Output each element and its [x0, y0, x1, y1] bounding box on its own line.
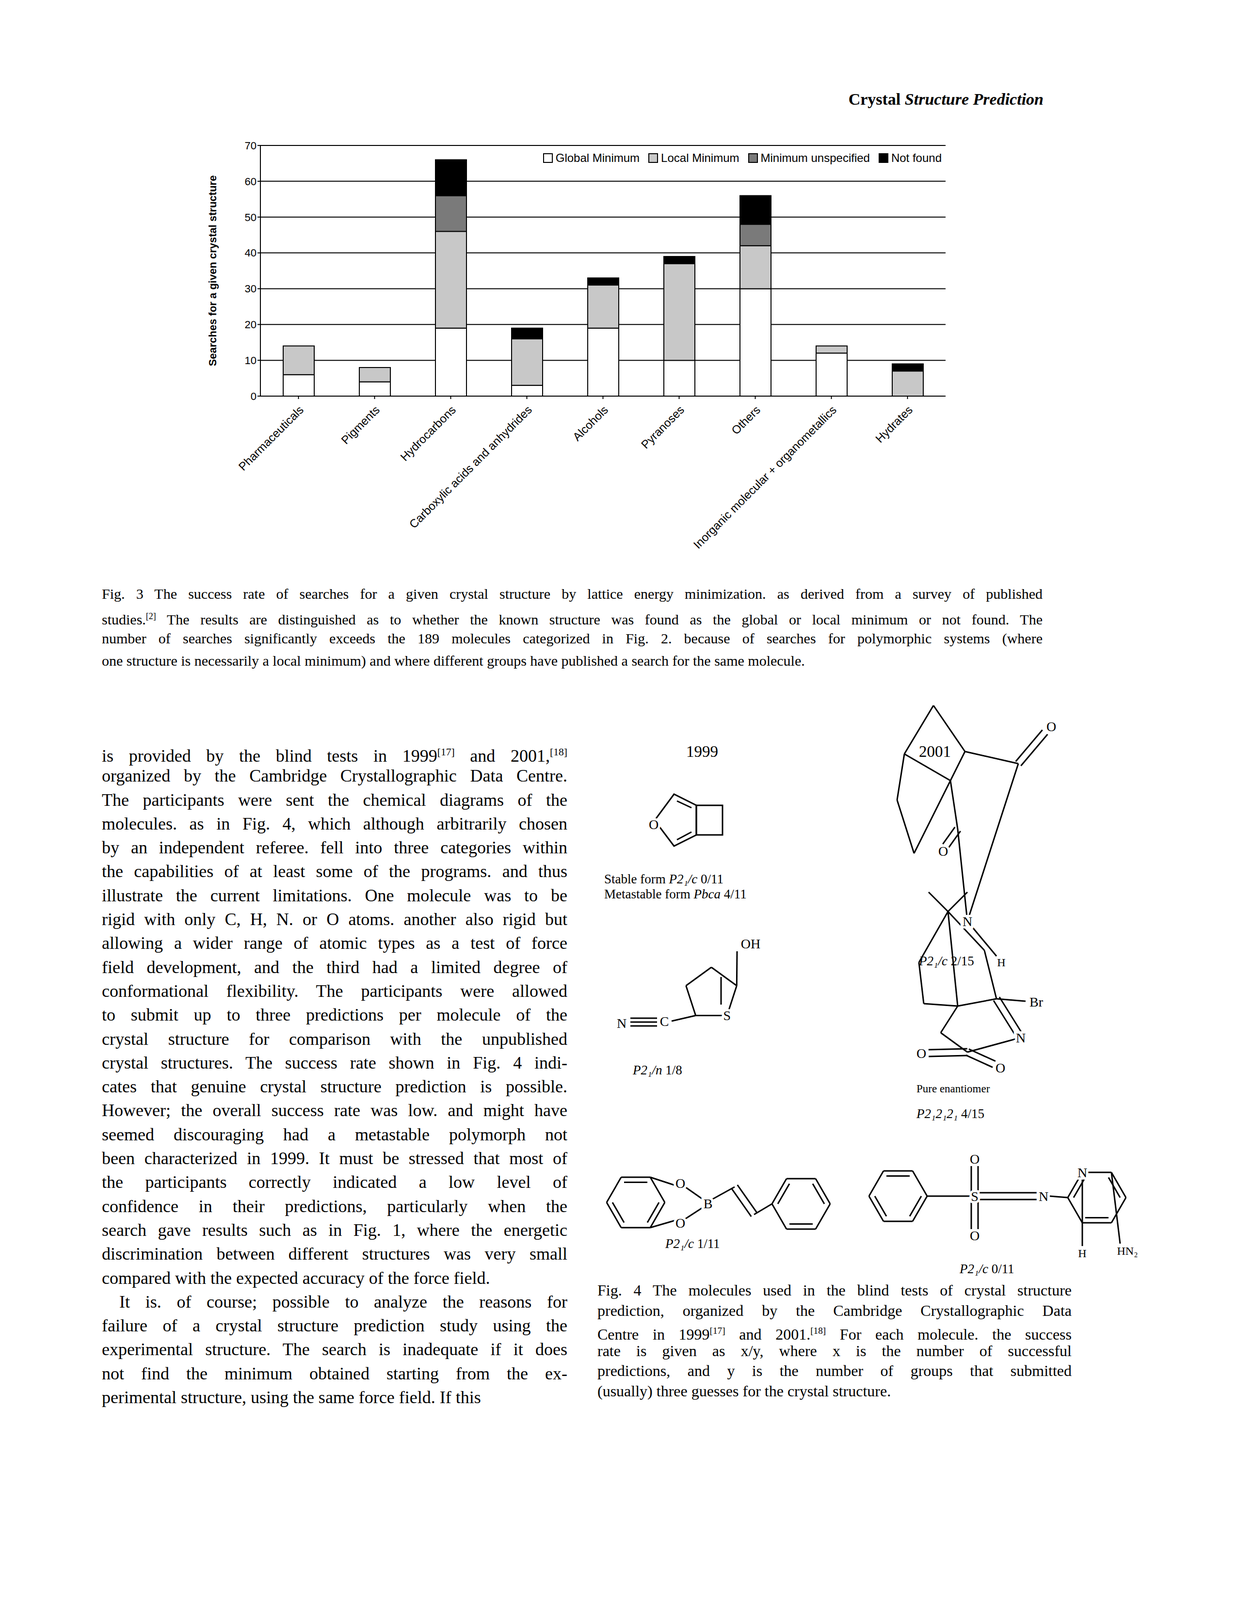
- html-text:the capabilities of at least s: the capabilities of at least some of the…: [101, 861, 568, 882]
- html-text:The participants were sent the: The participants were sent the chemical …: [101, 790, 568, 810]
- svg-text:30: 30: [244, 282, 257, 295]
- svg-text:Hydrocarbons: Hydrocarbons: [397, 402, 459, 464]
- svg-text:O: O: [1046, 719, 1057, 735]
- svg-text:40: 40: [244, 246, 257, 259]
- svg-text:Searches for a given crystal s: Searches for a given crystal structure: [208, 175, 219, 367]
- html-text:Minimum unspecified: Minimum unspecified: [760, 151, 870, 165]
- html-text:Metastable form Pbca 4/11: Metastable form Pbca 4/11: [604, 886, 747, 902]
- svg-text:H: H: [1077, 1247, 1087, 1260]
- svg-text:HN₂: HN₂: [1116, 1244, 1138, 1258]
- svg-text:O: O: [969, 1151, 980, 1167]
- html-text:The molecules used in the blin: The molecules used in the blind tests of…: [652, 1281, 1072, 1300]
- html-text:Stable form P2₁/c 0/11: Stable form P2₁/c 0/11: [604, 871, 724, 887]
- svg-text:O: O: [675, 1175, 686, 1191]
- html-text:compared with the expected acc: compared with the expected accuracy of t…: [101, 1268, 491, 1288]
- svg-text:Pyranoses: Pyranoses: [638, 402, 687, 451]
- html-text:predictions, and y is the numb: predictions, and y is the number of grou…: [597, 1362, 1072, 1380]
- html-text:perimental structure, using th: perimental structure, using the same for…: [101, 1387, 481, 1408]
- html-text:Not found: Not found: [891, 151, 942, 165]
- svg-text:B: B: [703, 1196, 713, 1212]
- html-text:seemed discouraging had a meta: seemed discouraging had a metastable pol…: [101, 1124, 568, 1145]
- html-text:is provided by the blind tests: is provided by the blind tests in 1999[1…: [101, 746, 568, 766]
- html-text:Centre in 1999[17]and 2001.[18: Centre in 1999[17]and 2001.[18]For each …: [597, 1325, 1072, 1344]
- html-text:illustrate the current limitat: illustrate the current limitations. One …: [101, 885, 568, 906]
- html-text:P2₁2₁2₁ 4/15: P2₁2₁2₁ 4/15: [916, 1106, 985, 1122]
- svg-text:50: 50: [244, 211, 257, 224]
- html-text:by an independent referee. fel: by an independent referee. fell into thr…: [101, 838, 568, 858]
- svg-text:10: 10: [244, 354, 257, 367]
- svg-text:Others: Others: [728, 402, 763, 437]
- html-text:1999: 1999: [686, 742, 719, 761]
- html-text:search gave results such as in: search gave results such as in Fig. 1, w…: [101, 1220, 568, 1240]
- html-text:the participants correctly ind: the participants correctly indicated a l…: [101, 1172, 568, 1193]
- svg-text:N: N: [616, 1015, 627, 1031]
- svg-text:OH: OH: [740, 936, 761, 952]
- svg-text:O: O: [969, 1228, 980, 1244]
- html-text:crystal structure for comparis: crystal structure for comparison with th…: [101, 1029, 568, 1049]
- svg-text:70: 70: [244, 139, 257, 152]
- html-text:to submit up to three predicti: to submit up to three predictions per mo…: [101, 1005, 568, 1025]
- html-text:field development, and the thi: field development, and the third had a l…: [101, 957, 568, 977]
- html-text:Fig. 4: Fig. 4: [597, 1281, 642, 1300]
- svg-text:Br: Br: [1029, 994, 1044, 1010]
- html-text:prediction, organized by the C: prediction, organized by the Cambridge C…: [597, 1301, 1072, 1320]
- html-text:Fig. 3: Fig. 3: [101, 585, 144, 602]
- html-text:The success rate of searches f: The success rate of searches for a given…: [154, 585, 1043, 602]
- html-text:studies.[2]The results are dis: studies.[2]The results are distinguished…: [101, 611, 1043, 628]
- svg-text:Pharmaceuticals: Pharmaceuticals: [235, 402, 306, 474]
- svg-text:N: N: [1077, 1165, 1088, 1181]
- html-text:However; the overall success r: However; the overall success rate was lo…: [101, 1100, 568, 1121]
- svg-text:Hydrates: Hydrates: [872, 402, 916, 446]
- html-text:Global Minimum: Global Minimum: [555, 151, 640, 165]
- svg-text:H: H: [996, 956, 1006, 969]
- html-text:number of searches significant: number of searches significantly exceeds…: [101, 630, 1043, 647]
- html-text:Local Minimum: Local Minimum: [660, 151, 740, 165]
- html-text:cates that genuine crystal str: cates that genuine crystal structure pre…: [101, 1077, 568, 1097]
- html-text:rigid with only C, H, N. or O: rigid with only C, H, N. or O atoms. ano…: [101, 909, 568, 930]
- html-text:P2₁/c 0/11: P2₁/c 0/11: [959, 1261, 1015, 1277]
- svg-text:S: S: [723, 1008, 732, 1024]
- html-text:molecules. as in Fig. 4, which: molecules. as in Fig. 4, which although …: [101, 814, 568, 834]
- svg-text:Pigments: Pigments: [338, 402, 383, 447]
- svg-text:Carboxylic acids and anhydride: Carboxylic acids and anhydrides: [406, 402, 535, 531]
- html-text:P2₁/c 2/15: P2₁/c 2/15: [918, 953, 974, 969]
- svg-text:S: S: [970, 1188, 979, 1205]
- html-text:experimental structure. The se: experimental structure. The search is in…: [101, 1340, 568, 1360]
- svg-text:O: O: [995, 1060, 1006, 1076]
- svg-text:O: O: [916, 1045, 927, 1061]
- svg-text:0: 0: [250, 390, 257, 403]
- svg-text:O: O: [675, 1215, 686, 1231]
- html-text:It is. of course; possible to: It is. of course; possible to analyze th…: [119, 1292, 568, 1312]
- svg-text:C: C: [659, 1013, 670, 1029]
- html-text:rate is given as x/y, where x: rate is given as x/y, where x is the num…: [597, 1341, 1072, 1360]
- html-text:(usually) three guesses for th: (usually) three guesses for the crystal …: [597, 1382, 891, 1400]
- html-text:discrimination between differe: discrimination between different structu…: [101, 1244, 568, 1264]
- html-text:crystal structures. The succes: crystal structures. The success rate sho…: [101, 1053, 568, 1073]
- html-text:allowing a wider range of atom: allowing a wider range of atomic types a…: [101, 933, 568, 954]
- svg-text:N: N: [1015, 1030, 1026, 1046]
- html-text:been characterized in 1999. It: been characterized in 1999. It must be s…: [101, 1148, 568, 1169]
- svg-text:Inorganic molecular + organome: Inorganic molecular + organometallics: [690, 402, 839, 551]
- svg-text:20: 20: [244, 318, 257, 331]
- html-text:not find the minimum obtained: not find the minimum obtained starting f…: [101, 1363, 568, 1384]
- html-text:organized by the Cambridge Cry: organized by the Cambridge Crystallograp…: [101, 766, 568, 786]
- html-text:Crystal Structure Prediction: Crystal Structure Prediction: [848, 90, 1044, 109]
- html-text:P2₁/c 1/11: P2₁/c 1/11: [665, 1236, 720, 1252]
- svg-text:N: N: [962, 914, 973, 930]
- html-text:one structure is necessarily a: one structure is necessarily a local min…: [101, 652, 805, 669]
- html-text:Pure enantiomer: Pure enantiomer: [916, 1082, 990, 1095]
- svg-text:Alcohols: Alcohols: [570, 402, 611, 444]
- html-text:2001: 2001: [918, 742, 951, 761]
- svg-text:N: N: [1038, 1188, 1049, 1205]
- html-text:conformational flexibility. Th: conformational flexibility. The particip…: [101, 981, 568, 1001]
- html-text:P2₁/n 1/8: P2₁/n 1/8: [632, 1062, 683, 1078]
- svg-text:60: 60: [244, 175, 257, 188]
- html-text:failure of a crystal structure: failure of a crystal structure predictio…: [101, 1316, 568, 1336]
- svg-text:O: O: [938, 843, 948, 859]
- svg-text:O: O: [648, 817, 659, 833]
- html-text:confidence in their prediction: confidence in their predictions, particu…: [101, 1196, 568, 1216]
